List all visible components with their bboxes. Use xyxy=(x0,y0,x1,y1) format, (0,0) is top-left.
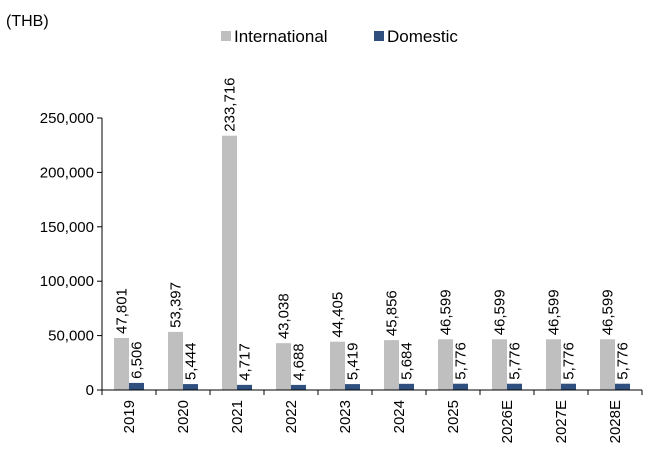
bar-international xyxy=(600,339,615,390)
bars xyxy=(114,135,630,390)
bar-international xyxy=(492,339,507,390)
bar-labels: 47,801 6,506 53,397 5,444 233,716 4,717 43,038… xyxy=(114,77,632,380)
legend-swatch-domestic xyxy=(374,31,384,41)
legend: International Domestic xyxy=(221,27,458,46)
data-label-international: 46,599 xyxy=(546,289,563,335)
bar-domestic xyxy=(183,384,198,390)
x-tick-label: 2019 xyxy=(121,400,138,433)
bar-domestic xyxy=(129,382,144,390)
bar-domestic xyxy=(399,383,414,390)
bar-domestic xyxy=(615,383,630,390)
y-tick-label: 50,000 xyxy=(48,328,94,345)
data-label-international: 46,599 xyxy=(492,289,509,335)
data-label-international: 44,405 xyxy=(330,292,347,338)
y-tick-label: 200,000 xyxy=(40,164,94,181)
bar-international xyxy=(222,135,237,390)
legend-label-international: International xyxy=(234,27,328,46)
y-tick-label: 100,000 xyxy=(40,273,94,290)
x-tick-label: 2026E xyxy=(499,400,516,443)
data-label-international: 53,397 xyxy=(168,282,185,328)
data-label-international: 46,599 xyxy=(438,289,455,335)
data-label-domestic: 5,776 xyxy=(561,342,578,380)
x-axis: 2019 2020 2021 2022 2023 2024 2025 2026E 2027E 20… xyxy=(101,389,643,443)
data-label-international: 233,716 xyxy=(222,77,239,131)
bar-international xyxy=(330,341,345,390)
x-tick-label: 2023 xyxy=(337,400,354,433)
data-label-domestic: 5,419 xyxy=(345,343,362,381)
data-label-domestic: 6,506 xyxy=(129,341,146,379)
data-label-domestic: 5,444 xyxy=(183,343,200,381)
data-label-domestic: 5,684 xyxy=(399,342,416,380)
y-tick-label: 0 xyxy=(86,382,94,399)
bar-international xyxy=(114,337,129,390)
bar-domestic xyxy=(453,383,468,390)
data-label-international: 46,599 xyxy=(600,289,617,335)
bar-international xyxy=(276,343,291,390)
legend-swatch-international xyxy=(221,31,231,41)
x-tick-label: 2024 xyxy=(391,400,408,433)
bar-domestic xyxy=(237,384,252,390)
x-tick-label: 2020 xyxy=(175,400,192,433)
bar-domestic xyxy=(561,383,576,390)
x-tick-label: 2021 xyxy=(229,400,246,433)
data-label-international: 43,038 xyxy=(276,293,293,339)
unit-label: (THB) xyxy=(6,13,49,30)
bar-international xyxy=(384,340,399,390)
data-label-domestic: 5,776 xyxy=(615,342,632,380)
y-tick-label: 150,000 xyxy=(40,219,94,236)
data-label-domestic: 5,776 xyxy=(453,342,470,380)
y-axis: 0 50,000 100,000 150,000 200,000 250,000 xyxy=(40,110,103,399)
bar-international xyxy=(546,339,561,390)
data-label-international: 47,801 xyxy=(114,288,131,334)
data-label-international: 45,856 xyxy=(384,290,401,336)
legend-label-domestic: Domestic xyxy=(387,27,458,46)
bar-domestic xyxy=(291,384,306,390)
bar-domestic xyxy=(345,384,360,390)
x-tick-label: 2028E xyxy=(607,400,624,443)
x-tick-label: 2027E xyxy=(553,400,570,443)
bar-international xyxy=(438,339,453,390)
data-label-domestic: 4,688 xyxy=(291,343,308,381)
x-tick-label: 2025 xyxy=(445,400,462,433)
bar-international xyxy=(168,331,183,390)
y-tick-label: 250,000 xyxy=(40,110,94,127)
bar-domestic xyxy=(507,383,522,390)
data-label-domestic: 5,776 xyxy=(507,342,524,380)
x-tick-label: 2022 xyxy=(283,400,300,433)
data-label-domestic: 4,717 xyxy=(237,343,254,381)
